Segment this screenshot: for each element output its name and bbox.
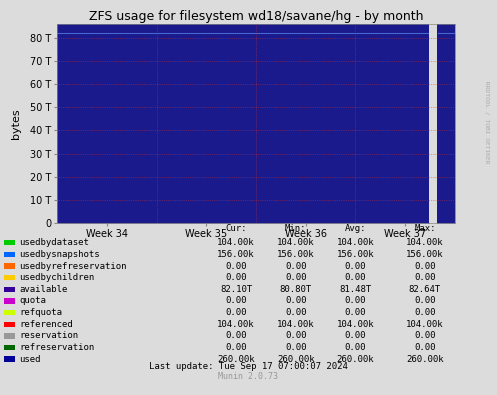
Text: 82.64T: 82.64T xyxy=(409,285,441,294)
Text: 80.80T: 80.80T xyxy=(280,285,312,294)
Text: usedbysnapshots: usedbysnapshots xyxy=(19,250,99,259)
Text: 0.00: 0.00 xyxy=(285,297,307,305)
Text: 0.00: 0.00 xyxy=(414,331,436,340)
Y-axis label: bytes: bytes xyxy=(11,108,21,139)
Text: 0.00: 0.00 xyxy=(414,308,436,317)
Text: 260.00k: 260.00k xyxy=(336,355,374,364)
Text: 104.00k: 104.00k xyxy=(217,238,255,247)
Text: usedbyrefreservation: usedbyrefreservation xyxy=(19,261,126,271)
Text: 0.00: 0.00 xyxy=(414,261,436,271)
Text: usedbychildren: usedbychildren xyxy=(19,273,94,282)
Text: 81.48T: 81.48T xyxy=(339,285,371,294)
Text: 104.00k: 104.00k xyxy=(277,320,315,329)
Text: 0.00: 0.00 xyxy=(344,261,366,271)
Text: refreservation: refreservation xyxy=(19,343,94,352)
Text: 104.00k: 104.00k xyxy=(277,238,315,247)
Text: 0.00: 0.00 xyxy=(225,331,247,340)
Text: 0.00: 0.00 xyxy=(344,343,366,352)
Text: Munin 2.0.73: Munin 2.0.73 xyxy=(219,372,278,381)
Text: 0.00: 0.00 xyxy=(344,297,366,305)
Text: usedbydataset: usedbydataset xyxy=(19,238,89,247)
Text: 0.00: 0.00 xyxy=(344,308,366,317)
Text: 0.00: 0.00 xyxy=(285,343,307,352)
Text: 0.00: 0.00 xyxy=(344,331,366,340)
Text: 260.00k: 260.00k xyxy=(217,355,255,364)
Text: 260.00k: 260.00k xyxy=(406,355,444,364)
Text: 0.00: 0.00 xyxy=(344,273,366,282)
Text: 104.00k: 104.00k xyxy=(336,238,374,247)
Text: 82.10T: 82.10T xyxy=(220,285,252,294)
Text: 156.00k: 156.00k xyxy=(277,250,315,259)
Text: 156.00k: 156.00k xyxy=(336,250,374,259)
Text: 0.00: 0.00 xyxy=(225,308,247,317)
Text: RRDTOOL / TOBI OETIKER: RRDTOOL / TOBI OETIKER xyxy=(485,81,490,164)
Text: Max:: Max: xyxy=(414,224,436,233)
Text: available: available xyxy=(19,285,67,294)
Text: 0.00: 0.00 xyxy=(285,308,307,317)
Text: referenced: referenced xyxy=(19,320,73,329)
Text: 104.00k: 104.00k xyxy=(336,320,374,329)
Text: 0.00: 0.00 xyxy=(285,331,307,340)
Text: 0.00: 0.00 xyxy=(225,261,247,271)
Text: 0.00: 0.00 xyxy=(225,343,247,352)
Text: quota: quota xyxy=(19,297,46,305)
Text: Cur:: Cur: xyxy=(225,224,247,233)
Text: 0.00: 0.00 xyxy=(225,273,247,282)
Text: 104.00k: 104.00k xyxy=(406,238,444,247)
Text: 0.00: 0.00 xyxy=(225,297,247,305)
Text: 104.00k: 104.00k xyxy=(217,320,255,329)
Text: Last update: Tue Sep 17 07:00:07 2024: Last update: Tue Sep 17 07:00:07 2024 xyxy=(149,362,348,371)
Text: reservation: reservation xyxy=(19,331,78,340)
Text: refquota: refquota xyxy=(19,308,62,317)
Text: used: used xyxy=(19,355,40,364)
Text: 0.00: 0.00 xyxy=(414,273,436,282)
Text: Avg:: Avg: xyxy=(344,224,366,233)
Text: 156.00k: 156.00k xyxy=(406,250,444,259)
Text: 156.00k: 156.00k xyxy=(217,250,255,259)
Text: 0.00: 0.00 xyxy=(285,273,307,282)
Title: ZFS usage for filesystem wd18/savane/hg - by month: ZFS usage for filesystem wd18/savane/hg … xyxy=(88,9,423,23)
Text: Min:: Min: xyxy=(285,224,307,233)
Text: 104.00k: 104.00k xyxy=(406,320,444,329)
Text: 260.00k: 260.00k xyxy=(277,355,315,364)
Text: 0.00: 0.00 xyxy=(285,261,307,271)
Text: 0.00: 0.00 xyxy=(414,297,436,305)
Text: 0.00: 0.00 xyxy=(414,343,436,352)
